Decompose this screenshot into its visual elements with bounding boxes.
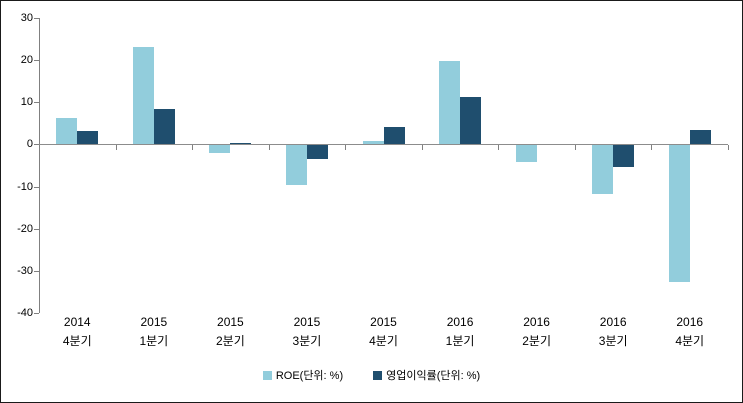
category-tick-mark [421,145,423,151]
bar-roe[interactable] [362,141,384,145]
category-tick-mark [192,145,194,151]
bar-roe[interactable] [132,46,154,145]
bar-op-margin[interactable] [613,145,635,167]
y-tick-mark [34,228,39,230]
x-category-label: 2016 4분기 [675,315,705,348]
y-tick-label: 30 [20,12,33,24]
y-tick-mark [34,102,39,104]
legend-item[interactable]: 영업이익률(단위: %) [373,367,480,383]
y-tick-label: -40 [17,307,33,319]
category-tick-mark [574,145,576,151]
y-tick-label: -20 [17,222,33,235]
y-tick-label: 0 [26,138,33,151]
bar-roe[interactable] [439,60,461,145]
bar-roe[interactable] [592,145,614,195]
y-tick-mark [34,60,39,62]
bar-op-margin[interactable] [230,143,252,145]
x-category-label: 2016 1분기 [445,315,475,348]
y-tick-mark [34,18,39,19]
category-tick-mark [115,145,117,151]
bar-roe[interactable] [668,145,690,282]
category-tick-mark [268,145,270,151]
legend-label: ROE(단위: %) [275,370,344,382]
bar-op-margin[interactable] [77,131,99,145]
x-category-label: 2014 4분기 [62,315,92,348]
x-category-label: 2015 3분기 [292,315,322,348]
y-tick-label: 10 [20,96,33,109]
legend-swatch-icon [262,370,272,380]
y-tick-mark [34,313,39,314]
bar-op-margin[interactable] [306,145,328,160]
category-tick-mark [651,145,653,151]
legend-swatch-icon [373,370,383,380]
category-tick-mark [498,145,500,151]
y-tick-label: -30 [17,264,33,277]
y-tick-label: 20 [20,54,33,67]
bar-op-margin[interactable] [153,108,175,145]
x-category-label: 2015 2분기 [215,315,245,348]
legend-item[interactable]: ROE(단위: %) [262,367,344,383]
x-category-label: 2016 3분기 [598,315,628,348]
x-category-label: 2016 2분기 [522,315,551,348]
bar-op-margin[interactable] [383,126,405,145]
bar-op-margin[interactable] [689,129,711,145]
x-category-label: 2015 1분기 [139,315,169,348]
bar-roe[interactable] [56,118,78,145]
y-tick-mark [34,186,39,188]
y-tick-mark [34,144,39,146]
category-tick-mark [728,145,729,151]
y-tick-label: -10 [17,180,33,193]
y-tick-mark [34,270,39,272]
bar-roe[interactable] [515,145,537,163]
x-category-label: 2015 4분기 [369,315,398,348]
bar-roe[interactable] [285,145,307,186]
bar-roe[interactable] [209,145,231,153]
legend-label: 영업이익률(단위: %) [386,370,481,382]
category-tick-mark [345,145,347,151]
x-axis-line [39,144,728,146]
y-axis-line [39,18,40,313]
chart-legend: ROE(단위: %) 영업이익률(단위: %) [1,367,742,383]
bar-op-margin[interactable] [460,96,482,145]
